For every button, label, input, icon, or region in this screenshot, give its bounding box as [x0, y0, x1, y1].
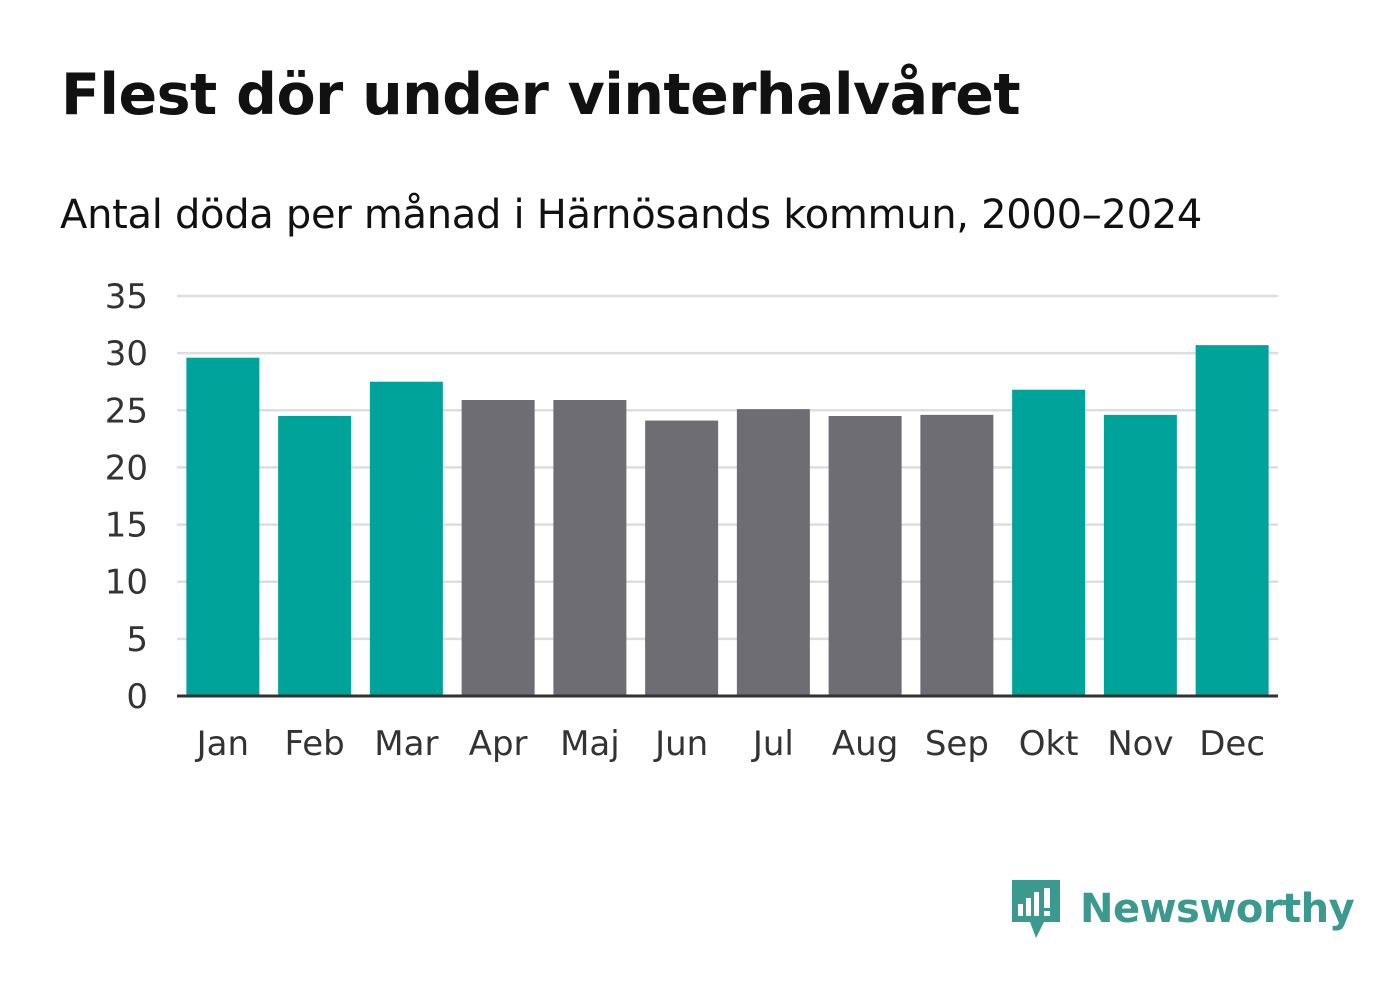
y-tick-label-10: 10	[105, 563, 148, 603]
x-tick-label-dec: Dec	[1199, 724, 1265, 764]
bar-feb	[278, 416, 352, 696]
bar-maj	[553, 400, 627, 696]
x-tick-label-okt: Okt	[1019, 724, 1079, 764]
newsworthy-logo-icon	[1012, 880, 1060, 938]
x-tick-label-feb: Feb	[285, 724, 345, 764]
bar-sep	[920, 414, 994, 696]
x-tick-label-apr: Apr	[469, 724, 528, 764]
brand-logo: Newsworthy	[1010, 878, 1355, 940]
x-tick-label-jul: Jul	[751, 724, 794, 764]
x-tick-label-jan: Jan	[195, 724, 249, 764]
x-tick-label-aug: Aug	[832, 724, 898, 764]
y-tick-label-25: 25	[105, 391, 148, 431]
y-tick-label-30: 30	[105, 334, 148, 374]
x-tick-label-sep: Sep	[925, 724, 989, 764]
y-tick-label-20: 20	[105, 448, 148, 488]
brand-name: Newsworthy	[1080, 886, 1355, 932]
y-tick-label-5: 5	[126, 620, 148, 660]
bar-apr	[461, 400, 535, 696]
bar-jul	[736, 409, 810, 696]
bar-dec	[1195, 345, 1269, 696]
bar-jun	[645, 420, 719, 696]
bar-aug	[828, 416, 902, 696]
chart-title: Flest dör under vinterhalvåret	[61, 62, 1021, 128]
bar-mar	[369, 381, 443, 696]
chart-subtitle: Antal döda per månad i Härnösands kommun…	[60, 192, 1203, 238]
y-tick-label-0: 0	[126, 677, 148, 717]
y-tick-label-15: 15	[105, 506, 148, 546]
bar-jan	[186, 357, 260, 696]
bar-okt	[1012, 389, 1086, 696]
y-tick-label-35: 35	[105, 277, 148, 317]
x-tick-label-jun: Jun	[653, 724, 708, 764]
bar-nov	[1103, 414, 1177, 696]
x-tick-label-mar: Mar	[374, 724, 438, 764]
x-tick-label-nov: Nov	[1107, 724, 1173, 764]
x-tick-label-maj: Maj	[560, 724, 620, 764]
